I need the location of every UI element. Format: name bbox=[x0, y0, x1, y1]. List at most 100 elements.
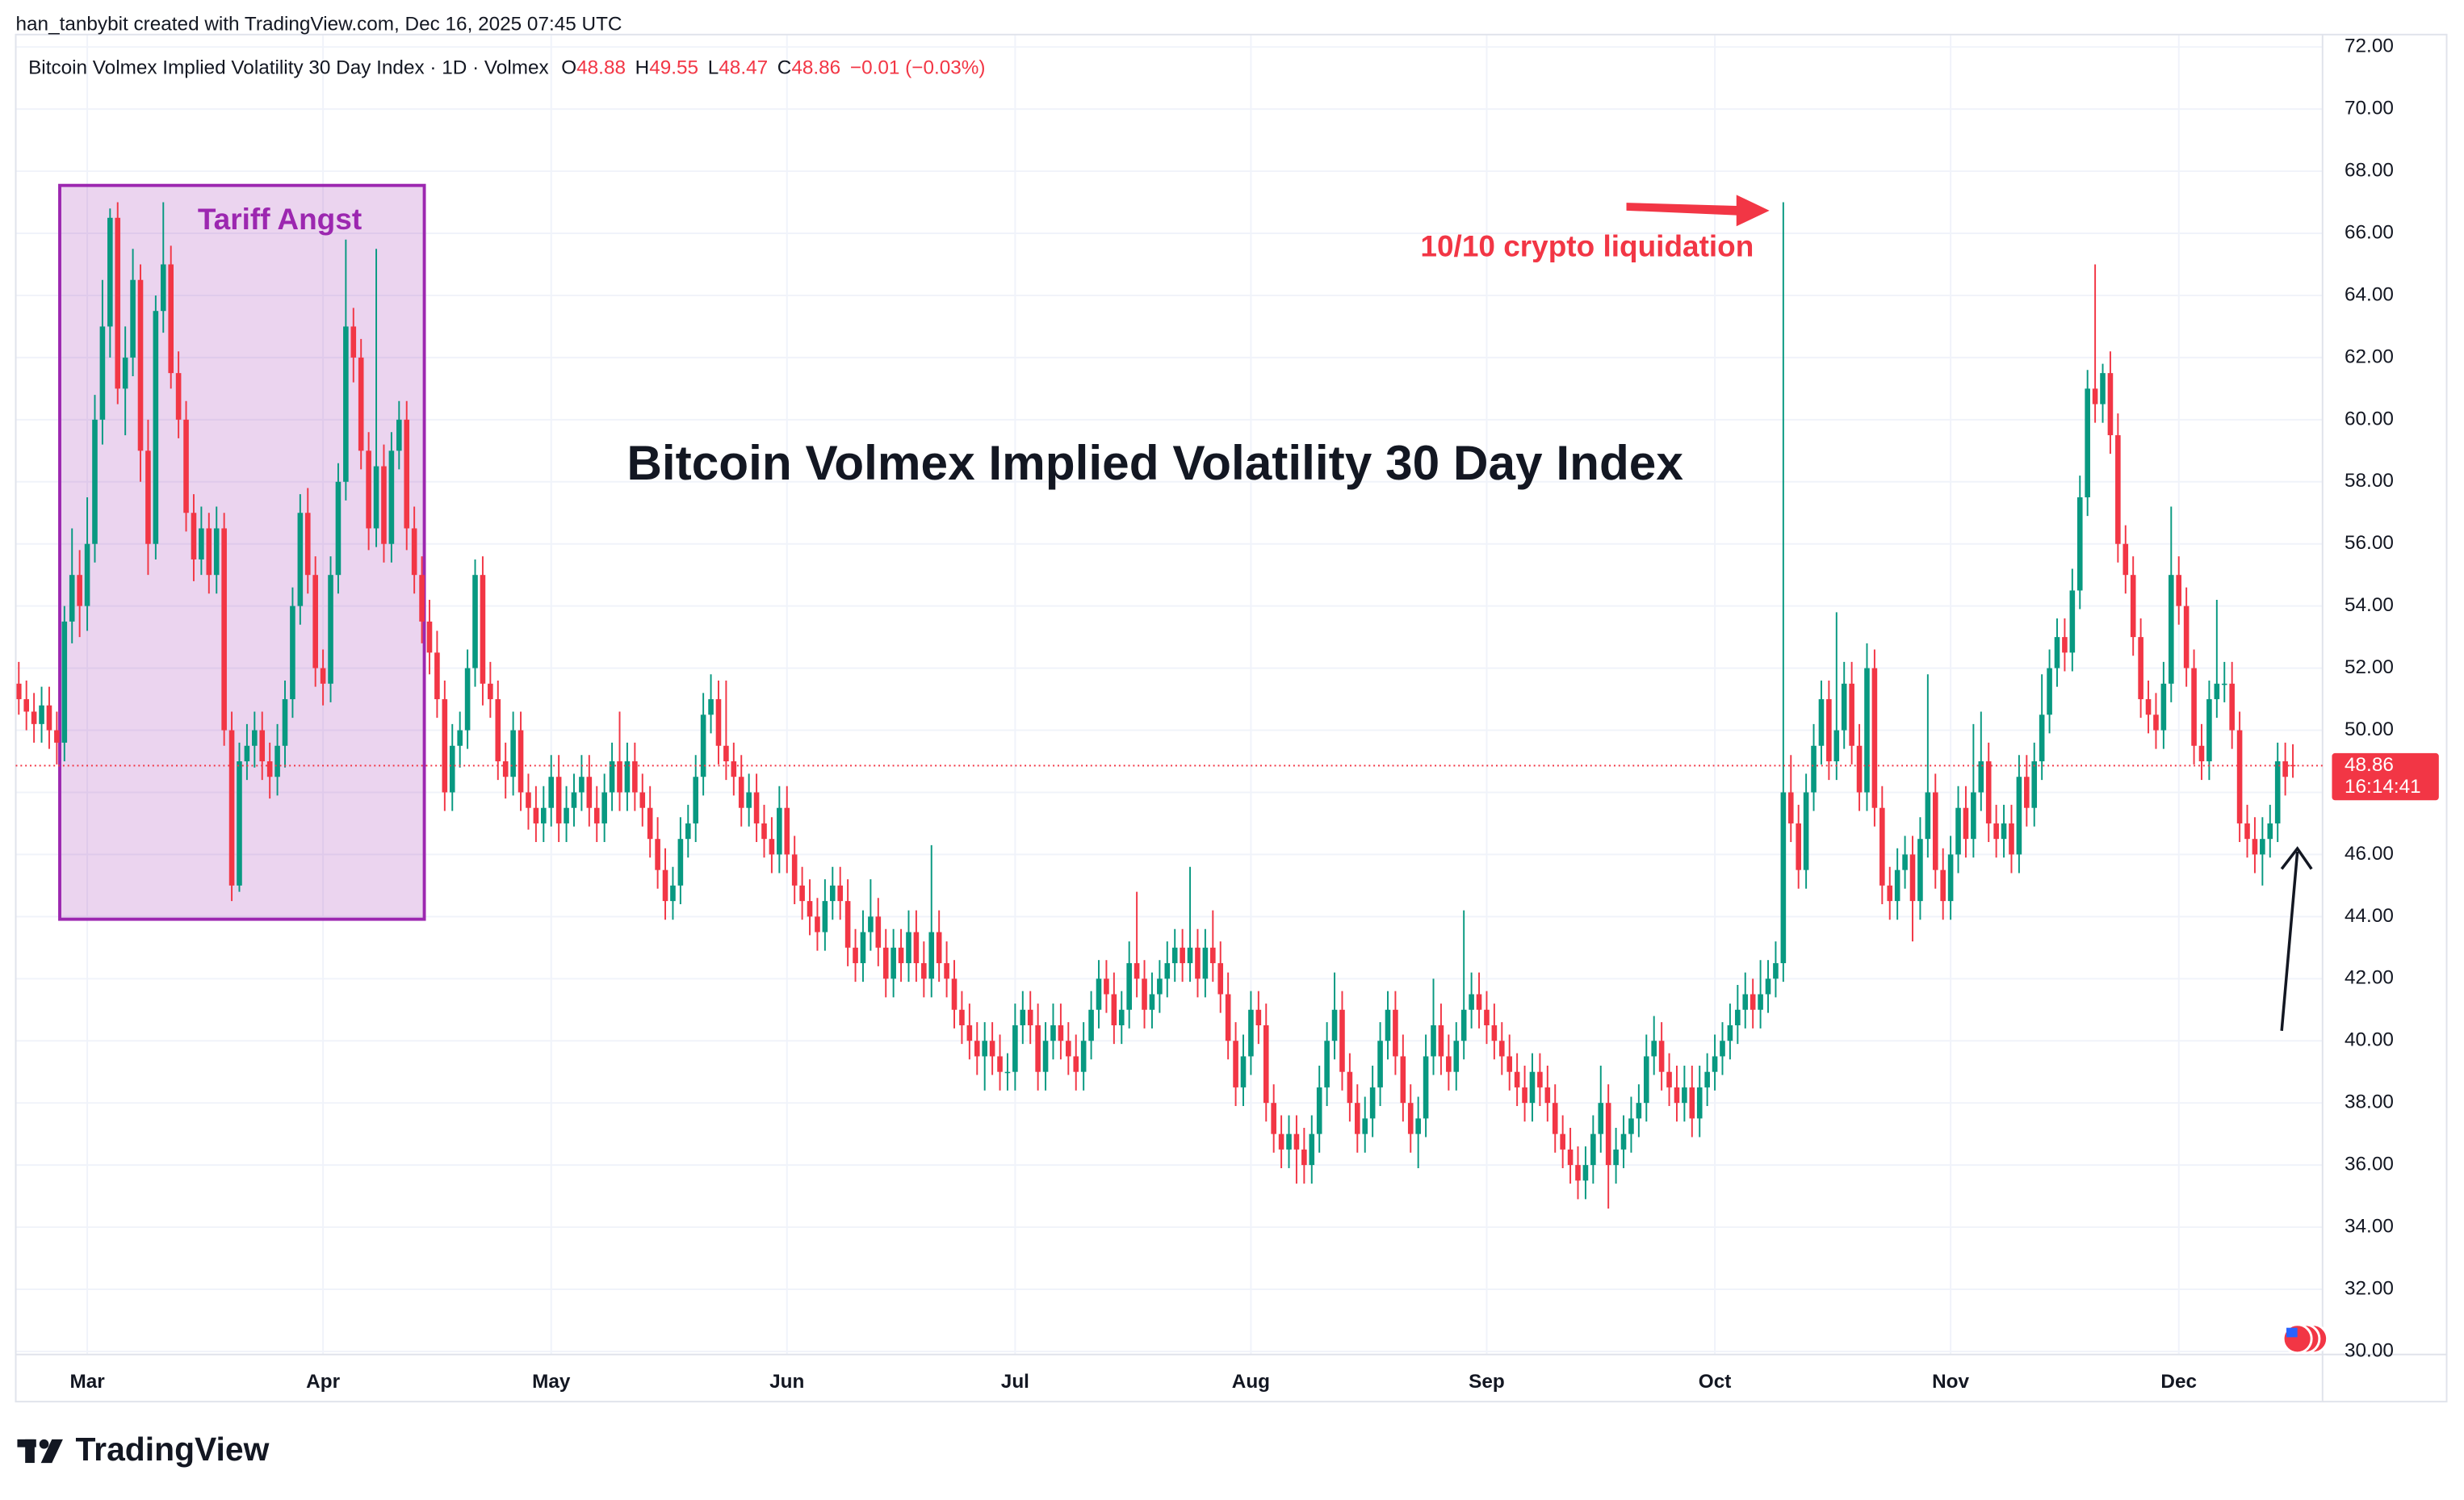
candle-body bbox=[1682, 1087, 1687, 1104]
candle-body bbox=[1529, 1071, 1536, 1104]
legend: Bitcoin Volmex Implied Volatility 30 Day… bbox=[28, 57, 985, 79]
candle-body bbox=[388, 450, 395, 544]
candle-body bbox=[1742, 994, 1749, 1010]
candle-body bbox=[571, 792, 577, 808]
candle-body bbox=[426, 621, 433, 653]
candle-body bbox=[1331, 1009, 1338, 1041]
candle-body bbox=[2138, 637, 2143, 700]
candle-body bbox=[844, 901, 851, 948]
candle-body bbox=[1537, 1071, 1543, 1087]
y-tick-label: 70.00 bbox=[2345, 98, 2394, 119]
candle-body bbox=[822, 901, 828, 932]
candle-body bbox=[1096, 978, 1102, 1010]
candle-body bbox=[1050, 1024, 1056, 1041]
candle-body bbox=[373, 466, 379, 529]
candle-body bbox=[1567, 1149, 1574, 1166]
candle-body bbox=[1324, 1041, 1330, 1087]
candle-body bbox=[1020, 1009, 1026, 1025]
brand: TradingView bbox=[75, 1431, 269, 1468]
candle-body bbox=[609, 761, 615, 793]
candle-body bbox=[1704, 1071, 1710, 1087]
candle-body bbox=[2092, 388, 2098, 404]
candle-body bbox=[829, 885, 836, 902]
candle-body bbox=[1217, 963, 1224, 995]
highlight-box bbox=[58, 183, 426, 921]
legend-value: 48.47 bbox=[719, 57, 768, 79]
candle-body bbox=[1955, 807, 1961, 855]
candles bbox=[15, 202, 2296, 1209]
candle-body bbox=[1985, 761, 1992, 823]
candle-body bbox=[1453, 1041, 1460, 1072]
candle-body bbox=[738, 777, 744, 808]
x-tick-label: Jun bbox=[769, 1371, 804, 1393]
candle-body bbox=[548, 777, 555, 808]
candle-body bbox=[1263, 1024, 1269, 1104]
y-tick-label: 36.00 bbox=[2345, 1154, 2394, 1175]
candle-body bbox=[137, 279, 144, 451]
candle-body bbox=[708, 699, 714, 715]
candle-body bbox=[731, 761, 737, 777]
candle-body bbox=[860, 932, 866, 964]
candle-body bbox=[1377, 1041, 1383, 1087]
candle-body bbox=[1118, 1009, 1125, 1025]
logo-mark bbox=[39, 1439, 49, 1449]
candle-body bbox=[2001, 823, 2007, 840]
candle-body bbox=[1826, 699, 1832, 762]
candle-body bbox=[2244, 823, 2250, 840]
candle-body bbox=[647, 807, 653, 840]
candle-body bbox=[1316, 1087, 1322, 1134]
y-tick-label: 44.00 bbox=[2345, 905, 2394, 927]
candle-body bbox=[2062, 637, 2068, 653]
flag-icon bbox=[2282, 1323, 2329, 1355]
candle-body bbox=[875, 916, 882, 948]
candle-body bbox=[1894, 869, 1900, 902]
candle-body bbox=[807, 901, 813, 917]
candle-body bbox=[335, 481, 342, 576]
candle-body bbox=[358, 357, 364, 451]
candle-body bbox=[799, 885, 805, 902]
logo: TradingView bbox=[17, 1431, 270, 1468]
candle-body bbox=[2024, 777, 2030, 808]
candle-body bbox=[2282, 761, 2288, 777]
candle-body bbox=[815, 916, 820, 932]
candle-body bbox=[2107, 373, 2114, 436]
candle-body bbox=[381, 466, 387, 544]
candle-body bbox=[2069, 590, 2076, 653]
candle-body bbox=[989, 1041, 995, 1057]
x-tick-label: May bbox=[532, 1371, 571, 1393]
candle-body bbox=[1278, 1133, 1284, 1150]
candle-body bbox=[297, 513, 304, 606]
candle-body bbox=[632, 761, 638, 793]
last-price-label: 48.86 bbox=[2345, 754, 2394, 776]
candle-body bbox=[966, 1024, 973, 1041]
candle-body bbox=[746, 792, 752, 808]
candle-body bbox=[882, 947, 889, 979]
candle-body bbox=[670, 885, 676, 902]
candle-body bbox=[1773, 963, 1779, 979]
candle-body bbox=[1796, 823, 1801, 870]
candle-body bbox=[54, 730, 60, 743]
legend-symbol: Bitcoin Volmex Implied Volatility 30 Day… bbox=[28, 57, 549, 79]
y-tick-label: 38.00 bbox=[2345, 1091, 2394, 1113]
candle-body bbox=[396, 419, 402, 451]
candle-body bbox=[1689, 1087, 1695, 1119]
candle-body bbox=[2229, 683, 2235, 731]
candle-body bbox=[228, 730, 235, 886]
candle-body bbox=[2009, 823, 2014, 855]
candle-body bbox=[1347, 1071, 1353, 1104]
candle-body bbox=[1712, 1056, 1718, 1072]
candle-body bbox=[1423, 1056, 1429, 1119]
candle-body bbox=[601, 792, 607, 823]
candle-body bbox=[1605, 1103, 1611, 1166]
candle-body bbox=[46, 705, 52, 731]
y-tick-label: 58.00 bbox=[2345, 470, 2394, 492]
candle-body bbox=[237, 761, 242, 886]
candle-body bbox=[1134, 963, 1140, 979]
candle-body bbox=[1787, 792, 1794, 823]
candle-body bbox=[1514, 1071, 1520, 1087]
candle-body bbox=[586, 777, 593, 808]
annotation: 10/10 crypto liquidation bbox=[1420, 229, 1754, 262]
candle-body bbox=[2169, 575, 2174, 684]
candle-body bbox=[662, 869, 668, 902]
